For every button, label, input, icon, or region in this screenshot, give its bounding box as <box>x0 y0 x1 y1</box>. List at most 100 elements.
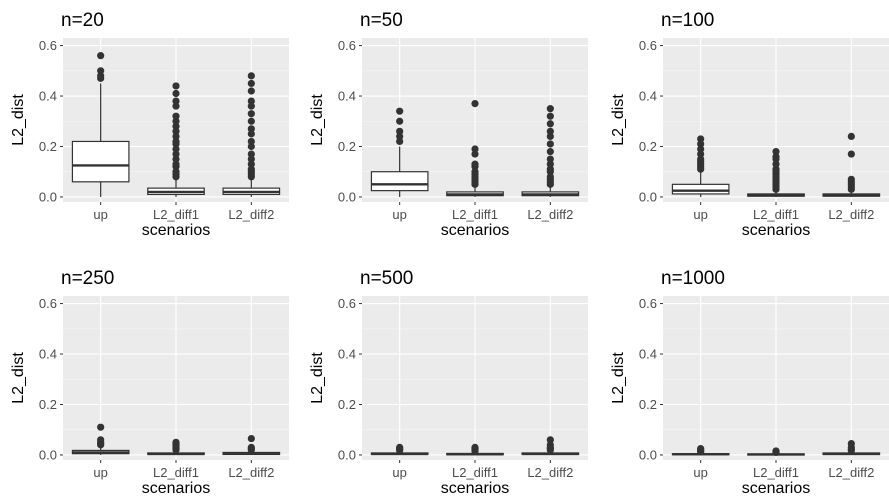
outlier-point <box>247 443 255 451</box>
outlier-point <box>697 445 705 453</box>
outlier-point <box>172 137 180 146</box>
y-tick-label: 0.4 <box>39 89 57 104</box>
x-tick-label: L2_diff2 <box>527 207 573 222</box>
y-tick-label: 0.6 <box>39 296 57 311</box>
y-tick-label: 0.0 <box>39 447 57 462</box>
outlier-point <box>471 145 479 153</box>
outlier-point <box>847 132 855 140</box>
x-tick-label: L2_diff2 <box>527 465 573 480</box>
box-up <box>370 171 429 192</box>
y-tick-label: 0.4 <box>639 347 657 362</box>
y-axis-title: L2_dist <box>309 352 326 404</box>
outlier-point <box>172 122 180 130</box>
outlier-point <box>772 160 780 168</box>
y-tick-label: 0.4 <box>338 89 356 104</box>
outlier-point <box>697 155 705 163</box>
panel-title: n=100 <box>661 10 714 31</box>
x-tick-label: up <box>392 465 406 480</box>
outlier-point <box>97 67 105 75</box>
y-tick-label: 0.6 <box>338 38 356 53</box>
outlier-point <box>772 147 780 156</box>
outlier-point <box>172 145 180 153</box>
chart-panel-5: 0.0 0.2 0.4 0.6 up L2_diff1 L2_diff2 scenarios L… <box>309 268 588 497</box>
outlier-point <box>697 150 705 158</box>
y-tick-label: 0.2 <box>639 139 657 154</box>
outlier-point <box>546 132 554 140</box>
outlier-point <box>172 150 180 158</box>
outlier-point <box>172 132 180 140</box>
outlier-point <box>847 175 855 183</box>
outlier-point <box>247 72 255 80</box>
panel-title: n=20 <box>61 10 104 31</box>
x-tick-label: L2_diff1 <box>452 207 498 222</box>
box-up <box>671 183 730 195</box>
x-axis-title: scenarios <box>441 222 509 239</box>
y-tick-label: 0.2 <box>39 139 57 154</box>
outlier-point <box>396 117 404 125</box>
outlier-point <box>247 150 255 158</box>
y-tick-label: 0.0 <box>639 447 657 462</box>
x-tick-label: L2_diff2 <box>828 207 874 222</box>
x-tick-label: L2_diff2 <box>228 465 274 480</box>
panel-title: n=250 <box>61 268 114 289</box>
x-tick-label: up <box>693 207 707 222</box>
chart-panel-3: 0.0 0.2 0.4 0.6 up L2_diff1 L2_diff2 scenarios L… <box>610 10 889 239</box>
x-axis-title: scenarios <box>742 480 810 497</box>
outlier-point <box>247 125 255 133</box>
x-tick-label: L2_diff1 <box>753 207 799 222</box>
outlier-point <box>772 152 780 161</box>
outlier-point <box>546 160 554 168</box>
outlier-point <box>546 120 554 128</box>
outlier-point <box>247 110 255 118</box>
outlier-point <box>172 97 180 105</box>
x-tick-label: up <box>93 465 107 480</box>
outlier-point <box>546 127 554 135</box>
outlier-point <box>172 102 180 110</box>
y-tick-label: 0.0 <box>338 189 356 204</box>
y-tick-label: 0.4 <box>338 347 356 362</box>
y-tick-label: 0.4 <box>639 89 657 104</box>
outlier-point <box>546 112 554 120</box>
outlier-point <box>247 97 255 105</box>
x-tick-label: up <box>693 465 707 480</box>
outlier-point <box>471 100 479 108</box>
y-axis-title: L2_dist <box>10 94 27 146</box>
outlier-point <box>247 137 255 146</box>
y-tick-label: 0.2 <box>338 139 356 154</box>
outlier-point <box>546 140 554 148</box>
outlier-point <box>172 127 180 135</box>
outlier-point <box>97 423 105 431</box>
x-axis-title: scenarios <box>142 222 210 239</box>
outlier-point <box>471 443 479 451</box>
outlier-point <box>396 107 404 115</box>
outlier-point <box>697 140 705 148</box>
outlier-point <box>172 82 180 90</box>
outlier-point <box>847 150 855 158</box>
box-up <box>71 140 130 183</box>
y-tick-label: 0.0 <box>39 189 57 204</box>
y-axis-title: L2_dist <box>610 352 627 404</box>
outlier-point <box>172 160 180 168</box>
outlier-point <box>697 135 705 143</box>
outlier-point <box>772 447 780 455</box>
y-tick-label: 0.0 <box>338 447 356 462</box>
outlier-point <box>247 79 255 88</box>
outlier-point <box>172 168 180 176</box>
x-tick-label: up <box>392 207 406 222</box>
outlier-point <box>247 142 255 151</box>
y-tick-label: 0.0 <box>639 189 657 204</box>
outlier-point <box>697 145 705 153</box>
outlier-point <box>172 438 180 446</box>
outlier-point <box>546 165 554 173</box>
outlier-point <box>247 155 255 163</box>
outlier-point <box>471 168 479 176</box>
outlier-point <box>172 89 180 98</box>
x-tick-label: L2_diff2 <box>228 207 274 222</box>
outlier-point <box>471 150 479 158</box>
y-tick-label: 0.6 <box>639 296 657 311</box>
outlier-point <box>546 173 554 181</box>
y-axis-title: L2_dist <box>10 352 27 404</box>
outlier-point <box>247 160 255 168</box>
x-tick-label: L2_diff1 <box>753 465 799 480</box>
